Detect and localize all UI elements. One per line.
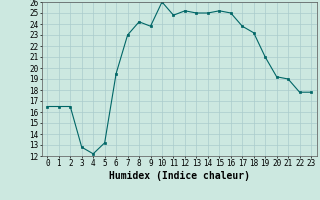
X-axis label: Humidex (Indice chaleur): Humidex (Indice chaleur) xyxy=(109,171,250,181)
